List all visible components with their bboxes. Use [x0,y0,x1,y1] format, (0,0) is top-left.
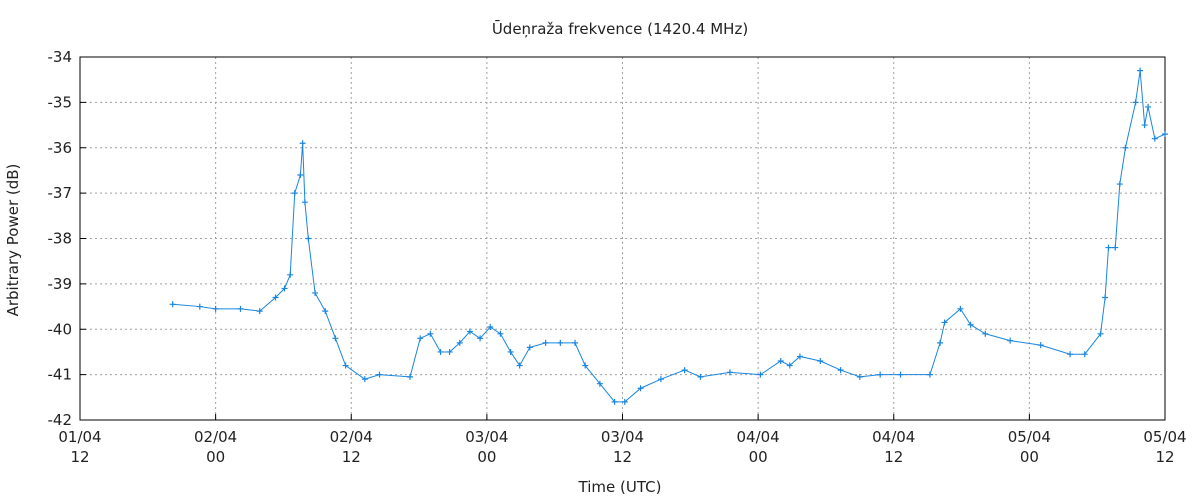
data-point [897,371,904,378]
x-tick-label: 03/04 00 [465,428,508,466]
data-point [301,199,308,206]
data-point [596,380,603,387]
data-point [417,335,424,342]
data-point [376,371,383,378]
data-point [437,348,444,355]
x-tick-label: 03/04 12 [601,428,644,466]
data-point [1151,135,1158,142]
data-point [757,371,764,378]
data-point [291,190,298,197]
data-point [637,385,644,392]
y-tick-label: -42 [48,411,73,429]
data-point [856,373,863,380]
data-point [477,335,484,342]
data-point [287,271,294,278]
data-point [817,358,824,365]
data-point [196,303,203,310]
data-line [172,70,1166,403]
data-point [957,305,964,312]
data-point [697,373,704,380]
y-tick-label: -38 [48,230,73,248]
data-point [1105,244,1112,251]
data-point [557,339,564,346]
data-point [299,140,306,147]
y-tick-label: -35 [48,93,73,111]
data-point [1067,351,1074,358]
y-axis-label: Arbitrary Power (dB) [4,164,22,317]
x-tick-label: 05/04 00 [1008,428,1051,466]
data-point [1081,351,1088,358]
data-point [967,321,974,328]
data-point [1037,342,1044,349]
data-point [1137,67,1144,74]
data-point [427,330,434,337]
y-tick-label: -41 [48,366,73,384]
x-tick-label: 05/04 12 [1143,428,1186,466]
data-point [169,301,176,308]
data-point [542,339,549,346]
data-point [1141,122,1148,129]
data-point [297,171,304,178]
data-point [1116,181,1123,188]
data-point [937,339,944,346]
data-point [456,339,463,346]
data-point [212,305,219,312]
data-point [796,353,803,360]
data-point [487,323,494,330]
data-point [572,339,579,346]
y-tick-label: -39 [48,275,73,293]
data-point [237,305,244,312]
data-point [837,367,844,374]
data-point [526,344,533,351]
x-tick-label: 02/04 00 [194,428,237,466]
plot-frame [79,56,1166,421]
y-tick-label: -36 [48,139,73,157]
data-point [611,398,618,405]
data-point [281,285,288,292]
data-point [516,362,523,369]
data-point [777,358,784,365]
data-point [272,294,279,301]
y-tick-label: -40 [48,320,73,338]
data-point [1097,330,1104,337]
data-point [342,362,349,369]
data-point [582,362,589,369]
data-point [621,398,628,405]
data-point [312,289,319,296]
data-point [407,373,414,380]
y-tick-label: -34 [48,48,73,66]
data-point [1145,103,1152,110]
data-point [786,362,793,369]
data-point [322,308,329,315]
x-axis-label: Time (UTC) [578,478,662,496]
data-point [657,376,664,383]
data-point [446,348,453,355]
data-point [361,376,368,383]
x-tick-label: 02/04 12 [330,428,373,466]
data-point [941,319,948,326]
data-point [1007,337,1014,344]
data-point [982,330,989,337]
data-point [332,335,339,342]
data-point [681,367,688,374]
x-tick-label: 01/04 12 [58,428,101,466]
data-point [305,235,312,242]
data-point [1102,294,1109,301]
data-point [1122,144,1129,151]
x-tick-label: 04/04 12 [872,428,915,466]
data-point [507,348,514,355]
data-point [726,369,733,376]
data-point [926,371,933,378]
y-tick-label: -37 [48,184,73,202]
data-point [497,330,504,337]
data-point [466,328,473,335]
data-point [1132,99,1139,106]
data-point [1162,131,1168,138]
x-tick-label: 04/04 00 [737,428,780,466]
data-point [1112,244,1119,251]
chart-title: Ūdeņraža frekvence (1420.4 MHz) [492,19,748,38]
data-point [877,371,884,378]
data-point [256,308,263,315]
